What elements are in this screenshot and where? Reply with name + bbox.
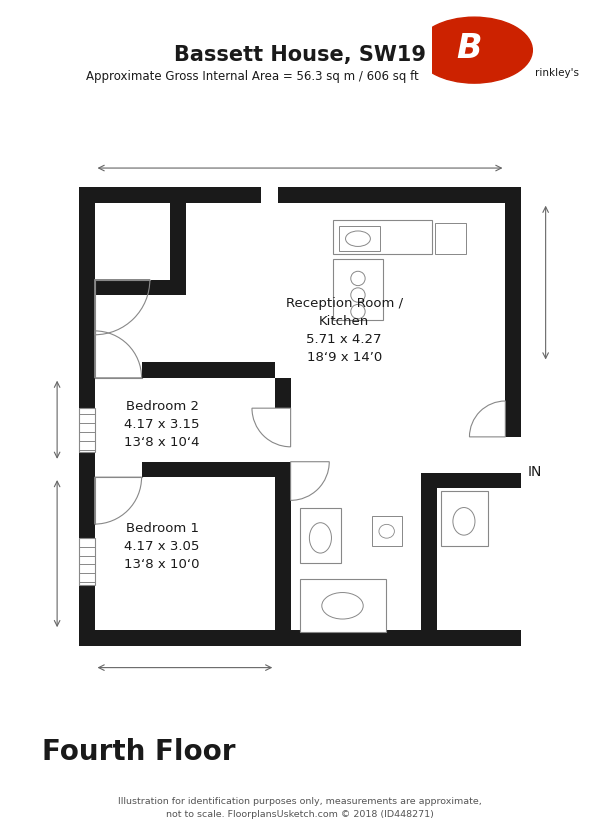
Bar bbox=[275, 408, 290, 446]
Text: Fourth Floor: Fourth Floor bbox=[42, 738, 235, 766]
Bar bbox=[275, 378, 290, 630]
Bar bbox=[421, 630, 521, 646]
Bar bbox=[95, 280, 186, 295]
Bar bbox=[300, 507, 341, 563]
Bar bbox=[275, 423, 290, 461]
Text: rinkley's: rinkley's bbox=[535, 67, 579, 77]
Text: IN: IN bbox=[527, 465, 542, 479]
Bar bbox=[505, 436, 521, 473]
Bar bbox=[95, 461, 290, 477]
Bar bbox=[79, 538, 95, 585]
Bar bbox=[338, 226, 380, 251]
Bar bbox=[421, 477, 437, 630]
Bar bbox=[372, 516, 402, 546]
Bar bbox=[79, 408, 95, 452]
Text: Approximate Gross Internal Area = 56.3 sq m / 606 sq ft: Approximate Gross Internal Area = 56.3 s… bbox=[86, 70, 418, 83]
Bar bbox=[441, 491, 488, 546]
Bar bbox=[262, 187, 278, 202]
Circle shape bbox=[416, 17, 532, 83]
Text: Illustration for identification purposes only, measurements are approximate,
not: Illustration for identification purposes… bbox=[118, 797, 482, 819]
Bar bbox=[79, 187, 521, 202]
Bar bbox=[333, 259, 383, 320]
Bar bbox=[79, 187, 95, 646]
Bar bbox=[170, 202, 186, 295]
Bar bbox=[95, 362, 275, 378]
Bar bbox=[421, 488, 437, 630]
Bar bbox=[95, 461, 142, 477]
Bar bbox=[435, 223, 466, 253]
Bar bbox=[505, 488, 521, 630]
Text: Bassett House, SW19: Bassett House, SW19 bbox=[174, 45, 426, 65]
Text: B: B bbox=[456, 32, 482, 65]
Text: Bedroom 1
4.17 x 3.05
13‘8 x 10‘0: Bedroom 1 4.17 x 3.05 13‘8 x 10‘0 bbox=[124, 521, 200, 571]
Bar bbox=[505, 187, 521, 630]
Text: Reception Room /
Kitchen
5.71 x 4.27
18‘9 x 14’0: Reception Room / Kitchen 5.71 x 4.27 18‘… bbox=[286, 297, 403, 364]
Bar bbox=[95, 362, 142, 378]
Bar bbox=[300, 579, 386, 631]
Bar bbox=[79, 630, 521, 646]
Bar bbox=[421, 473, 521, 488]
Text: Bedroom 2
4.17 x 3.15
13‘8 x 10‘4: Bedroom 2 4.17 x 3.15 13‘8 x 10‘4 bbox=[124, 400, 200, 449]
Bar bbox=[333, 221, 433, 253]
